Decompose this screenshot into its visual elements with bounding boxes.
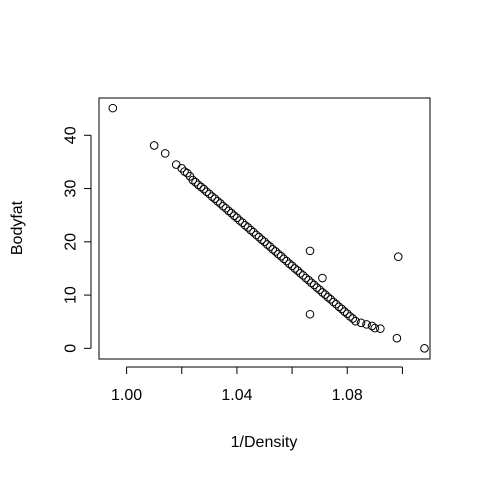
data-point	[216, 199, 225, 208]
data-point	[194, 180, 203, 190]
data-point	[149, 141, 159, 150]
plot-frame	[98, 97, 431, 360]
data-point	[265, 242, 275, 251]
data-point	[367, 321, 377, 331]
data-point	[249, 227, 258, 237]
data-point	[337, 304, 347, 314]
data-point	[305, 309, 315, 319]
data-point	[238, 218, 247, 227]
data-point	[362, 320, 371, 329]
data-point	[309, 280, 319, 290]
data-point	[205, 189, 214, 199]
data-point	[240, 221, 250, 230]
data-point	[331, 299, 341, 309]
data-point	[301, 273, 311, 283]
data-point	[393, 252, 403, 262]
data-point	[246, 225, 256, 235]
data-point	[304, 275, 313, 285]
y-tick-label: 0	[63, 344, 80, 353]
data-point	[229, 211, 239, 221]
data-point	[420, 344, 429, 353]
data-point	[279, 254, 289, 264]
data-point	[296, 268, 305, 278]
data-point	[108, 103, 118, 113]
data-point	[305, 246, 315, 256]
data-point	[227, 208, 236, 218]
data-point	[260, 237, 269, 247]
data-point	[232, 213, 242, 223]
data-point	[273, 249, 283, 259]
data-point	[392, 333, 402, 343]
data-point	[348, 314, 358, 323]
data-point	[235, 216, 244, 225]
data-points	[108, 103, 429, 353]
x-tick-label: 1.00	[111, 387, 142, 404]
x-axis: 1.00 1.04 1.08	[111, 366, 403, 404]
data-point	[318, 288, 327, 297]
y-tick-label: 30	[63, 180, 80, 198]
data-point	[356, 318, 366, 328]
data-point	[243, 223, 253, 232]
y-axis-title: Bodyfat	[9, 200, 26, 255]
data-point	[340, 307, 349, 316]
data-point	[298, 271, 308, 280]
data-point	[287, 261, 297, 271]
y-tick-label: 40	[63, 126, 80, 144]
data-point	[257, 235, 267, 244]
data-point	[345, 312, 355, 321]
data-point	[218, 201, 228, 211]
x-tick-label: 1.08	[332, 387, 363, 404]
data-point	[182, 168, 192, 178]
x-tick-label: 1.04	[221, 387, 252, 404]
data-point	[370, 323, 380, 333]
data-point	[221, 203, 231, 213]
data-point	[188, 175, 198, 185]
data-point	[342, 309, 352, 319]
data-point	[202, 187, 211, 197]
data-point	[282, 256, 291, 266]
data-point	[224, 206, 233, 216]
data-point	[323, 292, 333, 302]
data-point	[268, 244, 278, 254]
data-point	[271, 247, 280, 256]
data-point	[290, 264, 300, 273]
data-point	[285, 259, 294, 268]
data-point	[196, 182, 206, 192]
data-point	[293, 266, 302, 275]
data-point	[160, 149, 170, 158]
data-point	[326, 295, 336, 304]
x-axis-title: 1/Density	[231, 434, 298, 451]
data-point	[254, 232, 264, 242]
data-point	[312, 283, 322, 292]
y-axis: 0 10 20 30 40	[63, 126, 92, 353]
data-point	[207, 192, 217, 201]
data-point	[177, 164, 187, 173]
y-tick-label: 10	[63, 286, 80, 304]
data-point	[276, 251, 286, 261]
data-point	[213, 197, 222, 206]
y-tick-label: 20	[63, 233, 80, 251]
data-point	[320, 290, 330, 299]
data-point	[307, 278, 316, 288]
data-point	[251, 230, 261, 240]
data-point	[334, 302, 344, 312]
data-point	[191, 177, 200, 187]
data-point	[210, 194, 220, 203]
data-point	[329, 297, 338, 307]
data-point	[376, 324, 385, 333]
data-point	[262, 240, 272, 249]
data-point	[351, 316, 360, 326]
data-point	[199, 184, 209, 194]
data-point	[315, 285, 324, 295]
data-point	[318, 273, 327, 283]
